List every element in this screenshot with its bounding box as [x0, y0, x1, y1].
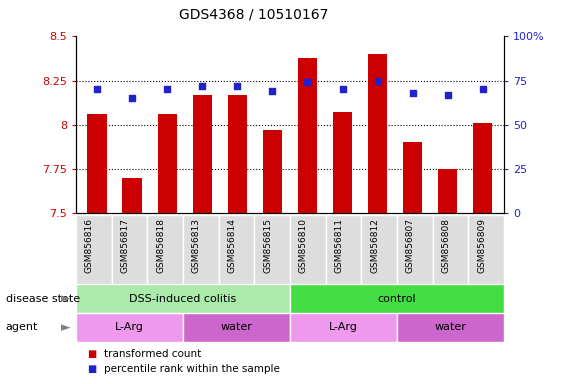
Point: [92, 86, 101, 93]
Bar: [468, 215, 504, 284]
Point: [163, 86, 172, 93]
Text: GSM856814: GSM856814: [227, 218, 236, 273]
Point: [479, 86, 488, 93]
Text: GSM856818: GSM856818: [156, 218, 165, 273]
Point: [268, 88, 277, 94]
Bar: [290, 284, 504, 313]
Bar: [123, 178, 142, 213]
Bar: [183, 215, 218, 284]
Text: L-Arg: L-Arg: [329, 322, 358, 333]
Text: water: water: [221, 322, 252, 333]
Bar: [254, 215, 290, 284]
Point: [408, 90, 417, 96]
Text: GSM856808: GSM856808: [441, 218, 450, 273]
Point: [373, 78, 382, 84]
Bar: [263, 130, 282, 213]
Point: [338, 86, 347, 93]
Bar: [397, 215, 432, 284]
Text: GSM856817: GSM856817: [120, 218, 129, 273]
Text: GDS4368 / 10510167: GDS4368 / 10510167: [178, 8, 328, 22]
Bar: [76, 215, 111, 284]
Bar: [438, 169, 457, 213]
Point: [128, 95, 137, 101]
Text: control: control: [378, 293, 416, 304]
Text: GSM856816: GSM856816: [85, 218, 94, 273]
Text: disease state: disease state: [6, 293, 80, 304]
Bar: [361, 215, 397, 284]
Text: GSM856811: GSM856811: [334, 218, 343, 273]
Bar: [218, 215, 254, 284]
Bar: [397, 313, 504, 342]
Bar: [87, 114, 107, 213]
Point: [443, 92, 452, 98]
Bar: [183, 313, 290, 342]
Text: GSM856812: GSM856812: [370, 218, 379, 273]
Bar: [298, 58, 317, 213]
Bar: [111, 215, 148, 284]
Text: percentile rank within the sample: percentile rank within the sample: [104, 364, 280, 374]
Bar: [148, 215, 183, 284]
Text: agent: agent: [6, 322, 38, 333]
Text: L-Arg: L-Arg: [115, 322, 144, 333]
Text: ■: ■: [87, 364, 96, 374]
Bar: [193, 95, 212, 213]
Text: GSM856815: GSM856815: [263, 218, 272, 273]
Text: water: water: [435, 322, 466, 333]
Bar: [368, 54, 387, 213]
Text: GSM856807: GSM856807: [406, 218, 415, 273]
Text: transformed count: transformed count: [104, 349, 202, 359]
Point: [303, 79, 312, 86]
Bar: [325, 215, 361, 284]
Text: GSM856809: GSM856809: [477, 218, 486, 273]
Text: ►: ►: [61, 292, 71, 305]
Bar: [432, 215, 468, 284]
Text: DSS-induced colitis: DSS-induced colitis: [129, 293, 236, 304]
Bar: [76, 313, 183, 342]
Text: GSM856810: GSM856810: [299, 218, 308, 273]
Text: ►: ►: [61, 321, 71, 334]
Bar: [403, 142, 422, 213]
Text: ■: ■: [87, 349, 96, 359]
Point: [233, 83, 242, 89]
Bar: [76, 284, 290, 313]
Bar: [227, 95, 247, 213]
Point: [198, 83, 207, 89]
Bar: [333, 113, 352, 213]
Bar: [158, 114, 177, 213]
Bar: [473, 123, 493, 213]
Bar: [290, 313, 397, 342]
Text: GSM856813: GSM856813: [192, 218, 201, 273]
Bar: [290, 215, 325, 284]
